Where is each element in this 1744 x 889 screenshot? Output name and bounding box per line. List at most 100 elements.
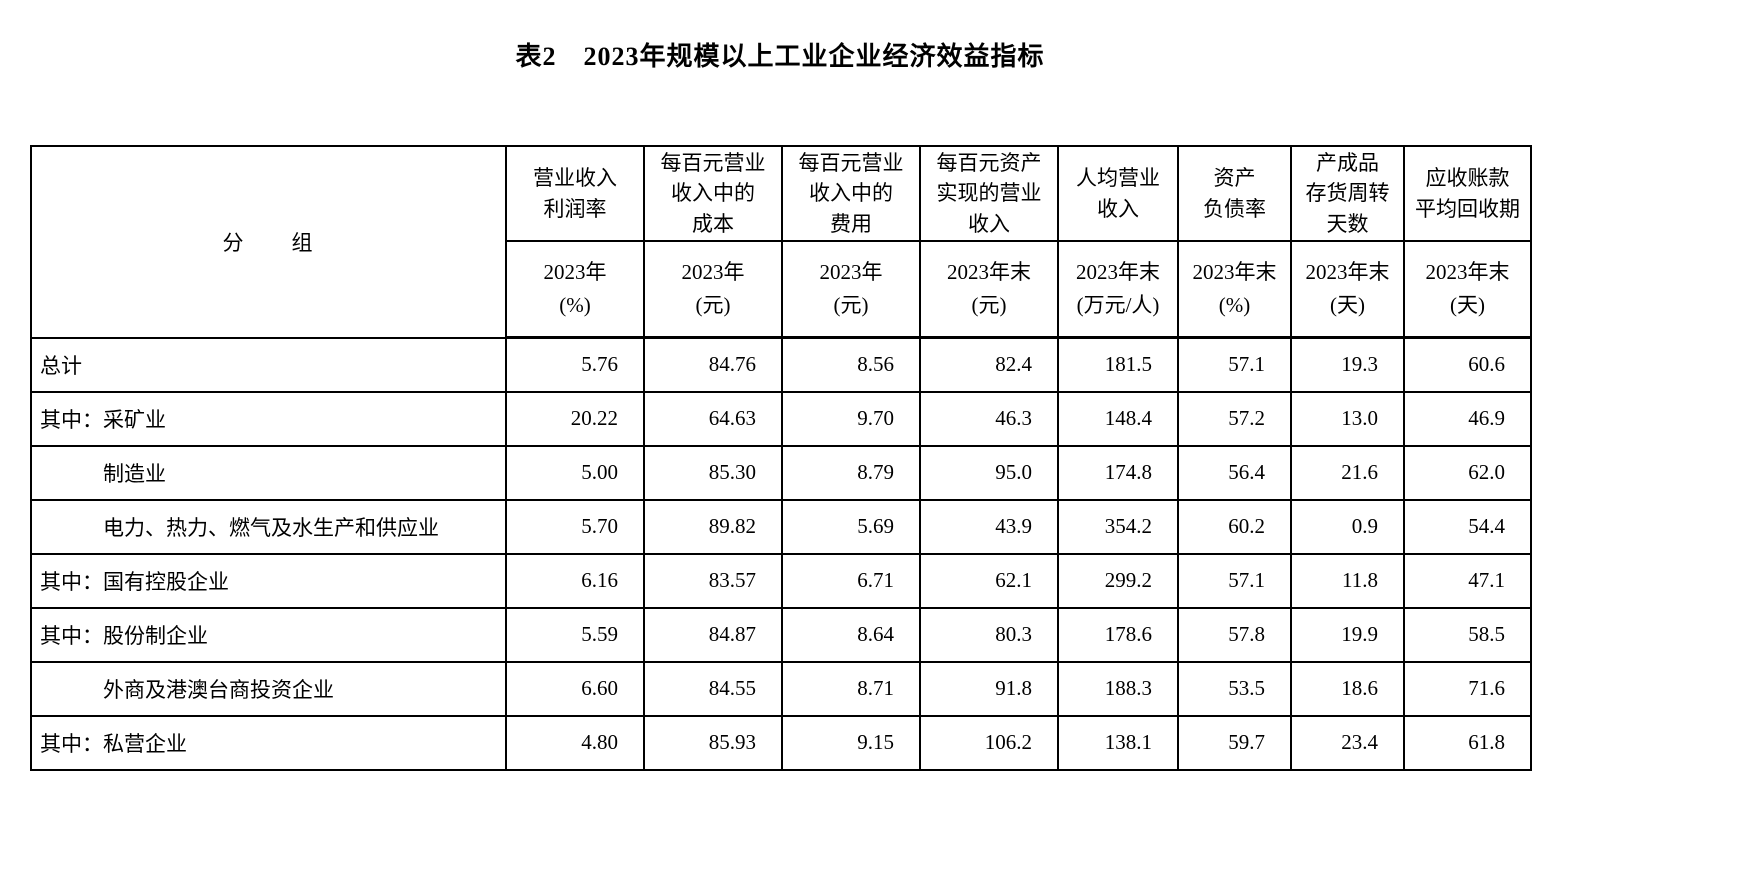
row-label: 外商及港澳台商投资企业 xyxy=(30,660,507,717)
column-unit-label: (万元/人) xyxy=(1076,293,1160,317)
value-cell: 71.6 xyxy=(1403,660,1532,717)
value-cell: 188.3 xyxy=(1057,660,1179,717)
column-unit-2: 2023年 (元) xyxy=(643,240,783,339)
column-header-1: 营业收入 利润率 xyxy=(505,145,645,242)
value-cell: 9.15 xyxy=(781,714,921,771)
value-cell: 60.2 xyxy=(1177,498,1292,555)
value-cell: 43.9 xyxy=(919,498,1059,555)
column-period: 2023年 xyxy=(819,260,883,285)
value-cell: 84.55 xyxy=(643,660,783,717)
value-cell: 62.1 xyxy=(919,552,1059,609)
table-row: 其中：股份制企业 5.59 84.87 8.64 80.3 178.6 57.8 19.9 58… xyxy=(30,606,1532,663)
table-row: 电力、热力、燃气及水生产和供应业 5.70 89.82 5.69 43.9 354.2 60… xyxy=(30,498,1532,555)
value-cell: 299.2 xyxy=(1057,552,1179,609)
value-cell: 148.4 xyxy=(1057,390,1179,447)
value-cell: 6.60 xyxy=(505,660,645,717)
value-cell: 6.71 xyxy=(781,552,921,609)
column-unit-label: (天) xyxy=(1330,293,1365,317)
column-unit-1: 2023年 (%) xyxy=(505,240,645,339)
table-body: 总计 5.76 84.76 8.56 82.4 181.5 57.1 19.3 60.6 其中：采… xyxy=(30,336,1532,771)
row-label: 其中：股份制企业 xyxy=(30,606,507,663)
value-cell: 178.6 xyxy=(1057,606,1179,663)
value-cell: 62.0 xyxy=(1403,444,1532,501)
value-cell: 60.6 xyxy=(1403,336,1532,393)
column-header-3: 每百元营业 收入中的 费用 xyxy=(781,145,921,242)
value-cell: 5.70 xyxy=(505,498,645,555)
value-cell: 21.6 xyxy=(1290,444,1405,501)
column-period: 2023年末 xyxy=(1076,260,1160,285)
value-cell: 89.82 xyxy=(643,498,783,555)
value-cell: 91.8 xyxy=(919,660,1059,717)
value-cell: 85.30 xyxy=(643,444,783,501)
value-cell: 84.87 xyxy=(643,606,783,663)
column-unit-label: (%) xyxy=(559,293,591,317)
column-unit-label: (元) xyxy=(971,293,1007,317)
value-cell: 5.69 xyxy=(781,498,921,555)
value-cell: 83.57 xyxy=(643,552,783,609)
value-cell: 8.56 xyxy=(781,336,921,393)
value-cell: 23.4 xyxy=(1290,714,1405,771)
value-cell: 84.76 xyxy=(643,336,783,393)
value-cell: 9.70 xyxy=(781,390,921,447)
value-cell: 82.4 xyxy=(919,336,1059,393)
column-unit-label: (元) xyxy=(833,293,869,317)
value-cell: 138.1 xyxy=(1057,714,1179,771)
column-unit-label: (元) xyxy=(695,293,731,317)
value-cell: 19.3 xyxy=(1290,336,1405,393)
value-cell: 64.63 xyxy=(643,390,783,447)
column-header-2: 每百元营业 收入中的 成本 xyxy=(643,145,783,242)
column-period: 2023年末 xyxy=(1425,260,1510,285)
column-period: 2023年末 xyxy=(1305,260,1390,285)
value-cell: 54.4 xyxy=(1403,498,1532,555)
column-header-8: 应收账款 平均回收期 xyxy=(1403,145,1532,242)
table-row: 总计 5.76 84.76 8.56 82.4 181.5 57.1 19.3 60.6 xyxy=(30,336,1532,393)
table-header: 分 组营业收入 利润率 每百元营业 收入中的 成本 每百元营业 收入中的 费用 每百元… xyxy=(30,145,1532,339)
column-unit-5: 2023年末 (万元/人) xyxy=(1057,240,1179,339)
header-row-units: 2023年 (%) 2023年 (元) 2023年 (元) 2023年末 (元) 2023年末 (… xyxy=(31,240,1532,339)
value-cell: 8.64 xyxy=(781,606,921,663)
value-cell: 106.2 xyxy=(919,714,1059,771)
value-cell: 8.79 xyxy=(781,444,921,501)
column-header-5: 人均营业 收入 xyxy=(1057,145,1179,242)
page-title: 表2 2023年规模以上工业企业经济效益指标 xyxy=(515,42,1045,71)
value-cell: 20.22 xyxy=(505,390,645,447)
value-cell: 8.71 xyxy=(781,660,921,717)
value-cell: 13.0 xyxy=(1290,390,1405,447)
value-cell: 6.16 xyxy=(505,552,645,609)
value-cell: 19.9 xyxy=(1290,606,1405,663)
column-period: 2023年末 xyxy=(1192,260,1277,285)
value-cell: 85.93 xyxy=(643,714,783,771)
header-row-names: 分 组营业收入 利润率 每百元营业 收入中的 成本 每百元营业 收入中的 费用 每百元… xyxy=(30,145,1532,339)
value-cell: 4.80 xyxy=(505,714,645,771)
row-label: 制造业 xyxy=(30,444,507,501)
value-cell: 18.6 xyxy=(1290,660,1405,717)
column-unit-6: 2023年末 (%) xyxy=(1177,240,1292,339)
value-cell: 61.8 xyxy=(1403,714,1532,771)
value-cell: 11.8 xyxy=(1290,552,1405,609)
column-period: 2023年末 xyxy=(947,260,1031,285)
column-unit-label: (%) xyxy=(1218,293,1251,317)
value-cell: 46.9 xyxy=(1403,390,1532,447)
row-label: 总计 xyxy=(30,336,507,393)
column-unit-3: 2023年 (元) xyxy=(781,240,921,339)
value-cell: 5.00 xyxy=(505,444,645,501)
column-unit-4: 2023年末 (元) xyxy=(919,240,1059,339)
value-cell: 57.1 xyxy=(1177,336,1292,393)
value-cell: 95.0 xyxy=(919,444,1059,501)
value-cell: 57.1 xyxy=(1177,552,1292,609)
row-label: 其中：采矿业 xyxy=(30,390,507,447)
economic-indicators-table: 分 组营业收入 利润率 每百元营业 收入中的 成本 每百元营业 收入中的 费用 每百元… xyxy=(30,145,1532,771)
column-period: 2023年 xyxy=(543,260,607,285)
table-row: 制造业 5.00 85.30 8.79 95.0 174.8 56.4 21.6 62.0 xyxy=(30,444,1532,501)
value-cell: 57.2 xyxy=(1177,390,1292,447)
value-cell: 53.5 xyxy=(1177,660,1292,717)
value-cell: 58.5 xyxy=(1403,606,1532,663)
table-row: 其中：国有控股企业 6.16 83.57 6.71 62.1 299.2 57.1 11.8 4… xyxy=(30,552,1532,609)
value-cell: 57.8 xyxy=(1177,606,1292,663)
column-unit-label: (天) xyxy=(1450,293,1485,317)
column-period: 2023年 xyxy=(681,260,745,285)
value-cell: 47.1 xyxy=(1403,552,1532,609)
value-cell: 354.2 xyxy=(1057,498,1179,555)
column-unit-7: 2023年末 (天) xyxy=(1290,240,1405,339)
value-cell: 80.3 xyxy=(919,606,1059,663)
